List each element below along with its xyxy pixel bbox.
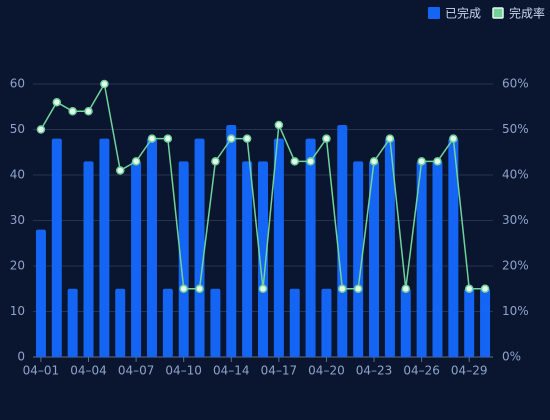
legend-label: 已完成	[445, 6, 481, 21]
x-tick-label: 04–07	[118, 364, 155, 378]
bar	[131, 161, 142, 357]
bar	[35, 229, 46, 357]
line-point	[385, 134, 395, 143]
line-point	[258, 284, 268, 293]
bar	[400, 288, 411, 357]
line-point	[195, 284, 204, 293]
x-tick-label: 04–23	[356, 364, 393, 378]
line-point	[433, 157, 442, 166]
line-point	[290, 157, 299, 166]
y-tick-label: 30	[10, 213, 25, 227]
line-point	[464, 284, 474, 293]
bar	[194, 138, 205, 357]
bar	[115, 288, 126, 357]
line-point	[353, 284, 363, 293]
y2-tick-label: 30%	[502, 213, 529, 227]
bar	[178, 161, 189, 357]
x-tick-label: 04–17	[261, 364, 298, 378]
bar	[83, 161, 94, 357]
line-point	[131, 157, 141, 166]
line-point	[100, 79, 109, 89]
bar	[337, 124, 348, 357]
y2-tick-label: 60%	[502, 77, 529, 91]
bar	[321, 288, 332, 357]
bar	[289, 288, 300, 357]
y2-tick-label: 20%	[502, 259, 529, 273]
line-point	[227, 134, 236, 143]
line-point	[211, 157, 220, 166]
bar	[67, 288, 78, 357]
line-point	[52, 97, 62, 107]
bar	[432, 161, 443, 357]
y-tick-label: 10	[10, 304, 25, 318]
y2-tick-label: 0%	[502, 350, 521, 364]
bar	[146, 138, 157, 357]
bar	[242, 161, 253, 357]
bar	[210, 288, 221, 357]
bar	[480, 288, 491, 357]
x-tick-label: 04–26	[403, 364, 440, 378]
x-tick-label: 04–14	[213, 364, 250, 378]
legend-swatch	[428, 7, 440, 19]
line-point	[115, 166, 125, 175]
line-point	[322, 134, 331, 143]
y-tick-label: 60	[10, 77, 25, 91]
x-tick-label: 04–10	[165, 364, 202, 378]
x-tick-label: 04–20	[308, 364, 345, 378]
bar	[258, 161, 268, 357]
y-tick-label: 20	[10, 259, 25, 273]
bar	[369, 161, 380, 357]
bar	[162, 288, 173, 357]
bar	[464, 288, 475, 357]
y2-tick-label: 10%	[502, 304, 529, 318]
line-point	[179, 284, 188, 293]
bar	[51, 138, 62, 357]
bar	[448, 138, 459, 357]
line-point	[147, 134, 157, 143]
line-point	[68, 107, 77, 116]
bar	[416, 161, 427, 357]
line-point	[449, 134, 458, 143]
y-tick-label: 50	[10, 122, 25, 136]
bar	[305, 138, 316, 357]
line-point	[242, 134, 252, 143]
bar	[226, 124, 237, 357]
y-tick-label: 0	[17, 350, 25, 364]
line-point	[274, 120, 284, 130]
line-point	[401, 284, 411, 293]
line-point	[480, 284, 490, 293]
x-tick-label: 04–04	[70, 364, 107, 378]
bar	[99, 138, 110, 357]
line-point	[36, 125, 46, 134]
bar	[353, 161, 364, 357]
y2-tick-label: 50%	[502, 122, 529, 136]
line-point	[84, 107, 93, 116]
bar	[384, 138, 395, 357]
legend-label: 完成率	[509, 6, 545, 21]
legend-swatch	[492, 7, 504, 19]
x-tick-label: 04–29	[451, 364, 488, 378]
y-tick-label: 40	[10, 168, 25, 182]
line-point	[417, 157, 426, 166]
line-point	[306, 157, 315, 166]
line-point	[338, 284, 347, 293]
line-point	[369, 157, 379, 166]
y2-tick-label: 40%	[502, 168, 529, 182]
line-point	[163, 134, 173, 143]
x-tick-label: 04–01	[23, 364, 60, 378]
bar	[273, 138, 284, 357]
